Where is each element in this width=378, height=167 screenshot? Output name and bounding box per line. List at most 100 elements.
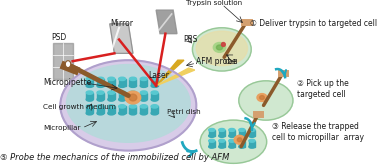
- Ellipse shape: [209, 134, 215, 137]
- Ellipse shape: [219, 139, 225, 142]
- Ellipse shape: [67, 65, 190, 142]
- Ellipse shape: [151, 98, 158, 101]
- Ellipse shape: [239, 128, 245, 131]
- Ellipse shape: [239, 145, 245, 148]
- Ellipse shape: [130, 105, 136, 108]
- Ellipse shape: [219, 145, 225, 148]
- Ellipse shape: [86, 98, 93, 101]
- Ellipse shape: [140, 112, 147, 115]
- Text: AFM probe: AFM probe: [196, 57, 237, 66]
- Ellipse shape: [229, 134, 235, 137]
- Bar: [86, 93, 93, 100]
- Ellipse shape: [130, 84, 136, 87]
- Ellipse shape: [249, 145, 255, 148]
- Bar: [239, 130, 245, 136]
- Bar: [119, 93, 125, 100]
- Ellipse shape: [151, 77, 158, 80]
- Ellipse shape: [217, 45, 223, 50]
- Bar: [140, 93, 147, 100]
- Ellipse shape: [119, 105, 125, 108]
- Ellipse shape: [119, 91, 125, 94]
- Ellipse shape: [108, 91, 115, 94]
- Polygon shape: [110, 24, 133, 53]
- Ellipse shape: [86, 77, 93, 80]
- Ellipse shape: [140, 77, 147, 80]
- Ellipse shape: [130, 77, 136, 80]
- Text: ② Pick up the
targeted cell: ② Pick up the targeted cell: [297, 79, 349, 99]
- Bar: [209, 141, 215, 147]
- Bar: [229, 141, 235, 147]
- Bar: [130, 93, 136, 100]
- Bar: [151, 93, 158, 100]
- Ellipse shape: [234, 135, 245, 144]
- Bar: [53, 43, 73, 79]
- Ellipse shape: [86, 105, 93, 108]
- Bar: [219, 130, 225, 136]
- Bar: [108, 106, 115, 113]
- Text: ③ Release the trapped
cell to micropillar  array: ③ Release the trapped cell to micropilla…: [272, 122, 364, 142]
- Ellipse shape: [200, 120, 266, 163]
- Ellipse shape: [119, 84, 125, 87]
- Bar: [86, 106, 93, 113]
- Bar: [86, 79, 93, 86]
- Ellipse shape: [86, 112, 93, 115]
- Ellipse shape: [151, 91, 158, 94]
- Ellipse shape: [249, 134, 255, 137]
- Ellipse shape: [196, 31, 248, 66]
- Ellipse shape: [192, 28, 251, 71]
- Polygon shape: [156, 68, 195, 86]
- Ellipse shape: [239, 139, 245, 142]
- Bar: [119, 106, 125, 113]
- Text: Petri dish: Petri dish: [167, 109, 201, 115]
- Ellipse shape: [229, 139, 235, 142]
- Ellipse shape: [249, 139, 255, 142]
- Ellipse shape: [257, 94, 267, 102]
- Text: Micropipette: Micropipette: [43, 78, 91, 87]
- Ellipse shape: [209, 139, 215, 142]
- Text: Cell: Cell: [225, 59, 238, 65]
- Bar: [229, 130, 235, 136]
- Ellipse shape: [97, 77, 104, 80]
- Ellipse shape: [119, 77, 125, 80]
- Ellipse shape: [237, 138, 242, 142]
- Ellipse shape: [125, 91, 141, 104]
- Ellipse shape: [140, 98, 147, 101]
- Bar: [219, 141, 225, 147]
- Ellipse shape: [229, 128, 235, 131]
- Ellipse shape: [97, 105, 104, 108]
- Ellipse shape: [249, 128, 255, 131]
- Bar: [140, 106, 147, 113]
- Ellipse shape: [60, 60, 196, 151]
- Ellipse shape: [140, 105, 147, 108]
- Ellipse shape: [260, 96, 264, 100]
- Polygon shape: [156, 10, 177, 34]
- Ellipse shape: [86, 84, 93, 87]
- Ellipse shape: [108, 98, 115, 101]
- Ellipse shape: [108, 112, 115, 115]
- Ellipse shape: [219, 134, 225, 137]
- Text: PSD: PSD: [51, 33, 66, 42]
- Ellipse shape: [151, 105, 158, 108]
- Ellipse shape: [119, 98, 125, 101]
- Ellipse shape: [209, 128, 215, 131]
- Ellipse shape: [222, 43, 225, 46]
- Bar: [108, 79, 115, 86]
- Text: Micropillar: Micropillar: [43, 125, 81, 131]
- Bar: [119, 79, 125, 86]
- Ellipse shape: [97, 84, 104, 87]
- Ellipse shape: [108, 84, 115, 87]
- Ellipse shape: [219, 128, 225, 131]
- Text: ① Deliver trypsin to targeted cell: ① Deliver trypsin to targeted cell: [250, 19, 378, 28]
- Polygon shape: [156, 60, 184, 86]
- Bar: [151, 106, 158, 113]
- Ellipse shape: [119, 112, 125, 115]
- Ellipse shape: [130, 98, 136, 101]
- Bar: [239, 141, 245, 147]
- Ellipse shape: [140, 91, 147, 94]
- Text: PBS: PBS: [183, 35, 198, 44]
- Bar: [108, 93, 115, 100]
- Ellipse shape: [97, 91, 104, 94]
- Bar: [140, 79, 147, 86]
- Ellipse shape: [97, 98, 104, 101]
- Ellipse shape: [140, 84, 147, 87]
